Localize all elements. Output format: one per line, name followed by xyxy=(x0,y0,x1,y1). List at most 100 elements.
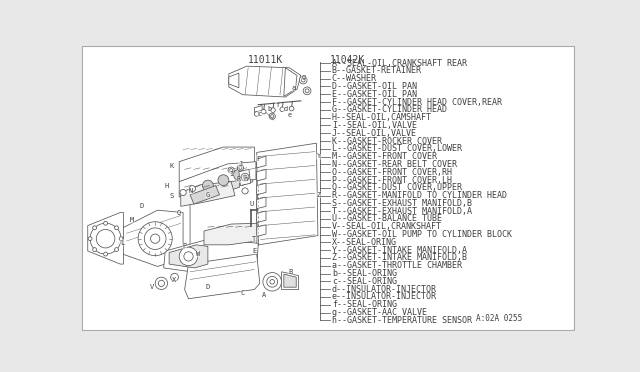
Text: E--GASKET-OIL PAN: E--GASKET-OIL PAN xyxy=(332,90,417,99)
Polygon shape xyxy=(229,73,239,88)
Text: V: V xyxy=(150,284,154,290)
Circle shape xyxy=(267,276,278,287)
Circle shape xyxy=(90,223,121,254)
Text: F: F xyxy=(256,155,260,161)
Circle shape xyxy=(202,180,213,191)
Text: a--GASKET-THROTTLE CHAMBER: a--GASKET-THROTTLE CHAMBER xyxy=(332,261,462,270)
Circle shape xyxy=(237,165,244,171)
Circle shape xyxy=(289,106,294,111)
Circle shape xyxy=(261,109,266,114)
Circle shape xyxy=(228,167,234,173)
Polygon shape xyxy=(229,177,239,191)
Text: B--GASKET-RETAINER: B--GASKET-RETAINER xyxy=(332,67,422,76)
Polygon shape xyxy=(257,143,318,245)
Polygon shape xyxy=(242,172,253,186)
Text: G--GASKET-CYLINDER HEAD: G--GASKET-CYLINDER HEAD xyxy=(332,105,447,114)
Text: I--SEAL-OIL,VALVE: I--SEAL-OIL,VALVE xyxy=(332,121,417,130)
Text: O--GASKET-FRONT COVER,RH: O--GASKET-FRONT COVER,RH xyxy=(332,168,452,177)
Circle shape xyxy=(145,228,166,250)
Circle shape xyxy=(115,226,118,230)
Circle shape xyxy=(138,222,172,256)
Text: g--GASKET-AAC VALVE: g--GASKET-AAC VALVE xyxy=(332,308,427,317)
Text: S: S xyxy=(170,193,173,199)
Circle shape xyxy=(93,226,97,230)
Circle shape xyxy=(115,248,118,251)
Polygon shape xyxy=(239,169,250,186)
Text: N--GASKET-REAR BELT COVER: N--GASKET-REAR BELT COVER xyxy=(332,160,457,169)
Text: Q: Q xyxy=(177,209,181,215)
Text: Y: Y xyxy=(317,153,321,159)
Text: 11011K: 11011K xyxy=(248,55,283,65)
Text: K: K xyxy=(170,163,173,169)
Polygon shape xyxy=(180,182,235,206)
Circle shape xyxy=(254,112,259,116)
Text: a: a xyxy=(291,85,295,91)
Text: K--GASKET-ROCKER COVER: K--GASKET-ROCKER COVER xyxy=(332,137,442,145)
Text: H--SEAL-OIL,CAMSHAFT: H--SEAL-OIL,CAMSHAFT xyxy=(332,113,432,122)
Circle shape xyxy=(218,175,229,186)
Text: A:02A 0255: A:02A 0255 xyxy=(476,314,522,323)
Text: g: g xyxy=(302,74,306,80)
Circle shape xyxy=(242,188,248,194)
Text: W--GASKET-OIL PUMP TO CYLINDER BLOCK: W--GASKET-OIL PUMP TO CYLINDER BLOCK xyxy=(332,230,512,239)
Text: X--SEAL-ORING: X--SEAL-ORING xyxy=(332,238,397,247)
Circle shape xyxy=(301,78,305,82)
Polygon shape xyxy=(284,68,297,96)
Text: h: h xyxy=(243,176,247,182)
Text: e: e xyxy=(288,112,292,118)
Text: W: W xyxy=(196,251,200,257)
Text: J: J xyxy=(238,161,243,167)
Circle shape xyxy=(96,230,115,248)
Text: Z--GASKET-INTAKE MANIFOLD,B: Z--GASKET-INTAKE MANIFOLD,B xyxy=(332,253,467,263)
Circle shape xyxy=(184,252,193,261)
Text: f: f xyxy=(275,102,280,108)
Circle shape xyxy=(271,108,275,112)
Polygon shape xyxy=(257,211,266,222)
Text: e--INSULATOR-INJECTOR: e--INSULATOR-INJECTOR xyxy=(332,292,437,301)
Text: Q--GASKET-DUST COVER,UPPER: Q--GASKET-DUST COVER,UPPER xyxy=(332,183,462,192)
Circle shape xyxy=(171,273,179,281)
Text: 11042K: 11042K xyxy=(330,55,365,65)
Text: I: I xyxy=(229,171,233,177)
Circle shape xyxy=(88,237,92,241)
Text: B: B xyxy=(289,269,293,275)
Circle shape xyxy=(303,87,311,95)
Circle shape xyxy=(158,280,164,286)
Circle shape xyxy=(104,221,108,225)
Text: b--SEAL-ORING: b--SEAL-ORING xyxy=(332,269,397,278)
Text: N: N xyxy=(189,188,193,194)
Polygon shape xyxy=(284,274,296,287)
Text: J--SEAL-OIL,VALVE: J--SEAL-OIL,VALVE xyxy=(332,129,417,138)
Circle shape xyxy=(241,173,249,181)
Circle shape xyxy=(305,89,309,93)
Circle shape xyxy=(300,76,307,84)
Text: Y--GASKET-INTAKE MANIFOLD,A: Y--GASKET-INTAKE MANIFOLD,A xyxy=(332,246,467,255)
Circle shape xyxy=(150,234,160,243)
Text: U--GASKET-BALANCE TUBE: U--GASKET-BALANCE TUBE xyxy=(332,215,442,224)
Polygon shape xyxy=(257,156,266,168)
Circle shape xyxy=(119,237,123,241)
Polygon shape xyxy=(190,172,257,274)
Circle shape xyxy=(230,169,233,172)
Text: R: R xyxy=(237,176,241,182)
Polygon shape xyxy=(282,272,298,289)
Circle shape xyxy=(243,175,247,179)
Polygon shape xyxy=(202,188,213,202)
Text: V--SEAL-OIL,CRANKSHAFT: V--SEAL-OIL,CRANKSHAFT xyxy=(332,222,442,231)
Text: h--GASKET-TEMPERATURE SENSOR: h--GASKET-TEMPERATURE SENSOR xyxy=(332,316,472,325)
Polygon shape xyxy=(254,106,262,112)
Polygon shape xyxy=(88,212,124,264)
Polygon shape xyxy=(184,254,260,299)
Text: d: d xyxy=(284,106,287,112)
Text: f--SEAL-ORING: f--SEAL-ORING xyxy=(332,300,397,309)
Text: b: b xyxy=(267,106,271,112)
Text: D--GASKET-OIL PAN: D--GASKET-OIL PAN xyxy=(332,82,417,91)
Polygon shape xyxy=(123,210,183,266)
Polygon shape xyxy=(257,183,266,195)
Circle shape xyxy=(263,273,282,291)
Polygon shape xyxy=(204,223,257,245)
Text: L: L xyxy=(120,240,125,246)
Polygon shape xyxy=(257,225,266,236)
Polygon shape xyxy=(229,66,301,97)
Circle shape xyxy=(104,252,108,256)
